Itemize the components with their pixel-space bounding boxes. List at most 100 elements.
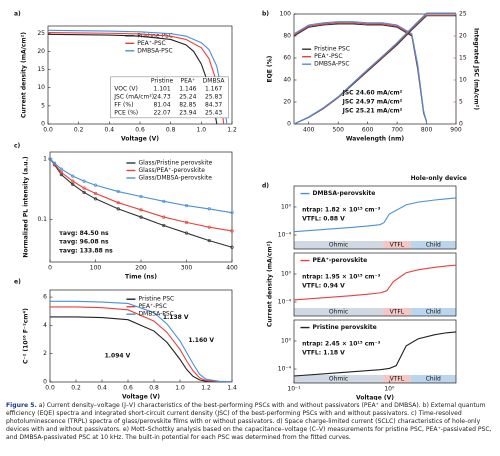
y2-tick-label: 25 bbox=[459, 11, 467, 18]
panel-label: a) bbox=[14, 11, 21, 18]
series-marker bbox=[162, 223, 166, 228]
table-cell: JSC (mA/cm²) bbox=[113, 93, 154, 100]
y-axis-label: Normalized PL intensity (a.u.) bbox=[23, 156, 30, 257]
x-axis-label: Wavelength (nm) bbox=[346, 136, 405, 143]
legend-label: Glass/DMBSA-perovskite bbox=[138, 175, 212, 182]
table-cell: 1.101 bbox=[153, 85, 170, 92]
panel-label: c) bbox=[14, 143, 21, 150]
series-marker bbox=[162, 199, 166, 203]
annotation: JSC 25.21 mA/cm² bbox=[342, 107, 403, 114]
series-marker bbox=[139, 194, 143, 199]
series-marker bbox=[207, 207, 211, 211]
x-axis-label: Voltage (V) bbox=[122, 394, 160, 401]
series-marker bbox=[162, 215, 166, 219]
table-cell: 24.73 bbox=[153, 93, 170, 100]
legend-label: PEA⁺-perovskite bbox=[312, 257, 367, 264]
table-cell: 25.43 bbox=[205, 109, 222, 116]
series-marker bbox=[71, 182, 75, 187]
y-tick-label: 40 bbox=[283, 77, 291, 84]
series-line bbox=[293, 197, 457, 233]
region-band bbox=[294, 375, 384, 383]
region-label: Child bbox=[426, 376, 441, 383]
table-cell: 23.94 bbox=[179, 109, 196, 116]
series-marker bbox=[139, 208, 143, 212]
table-cell: 81.04 bbox=[153, 101, 170, 108]
y-tick-label: 0.1 bbox=[37, 216, 47, 223]
annotation: JSC 24.60 mA/cm² bbox=[342, 90, 403, 97]
y-tick-label: 2 bbox=[43, 350, 47, 357]
region-band bbox=[383, 375, 411, 383]
y-tick-label: 0 bbox=[41, 121, 45, 128]
x-tick-label: 0.2 bbox=[71, 385, 81, 392]
x-tick-label: 600 bbox=[362, 127, 374, 134]
series-marker bbox=[207, 239, 211, 243]
plot-frame bbox=[293, 319, 457, 384]
series-line bbox=[293, 264, 457, 301]
y-tick-label: 10⁰ bbox=[281, 338, 292, 345]
series-marker bbox=[184, 220, 189, 224]
series-marker bbox=[52, 161, 57, 165]
series-marker bbox=[116, 189, 120, 194]
annotation: τavg: 96.08 ns bbox=[59, 239, 109, 246]
region-band bbox=[410, 308, 456, 316]
region-band bbox=[294, 308, 384, 316]
x-tick-label: 100 bbox=[90, 265, 102, 272]
panel: Ohmic VTFL Child 10⁻¹ 10⁰ 10⁻⁴ 10⁰ Voltage (V) P… bbox=[278, 319, 457, 400]
legend-label: DMBSA-perovskite bbox=[312, 190, 375, 197]
plot-frame bbox=[293, 13, 457, 125]
series-marker bbox=[59, 170, 63, 174]
annotation: Hole-only device bbox=[411, 175, 467, 182]
series-marker bbox=[230, 245, 234, 249]
x-tick-label: 10⁰ bbox=[384, 386, 395, 393]
region-band bbox=[383, 241, 411, 249]
table-cell: 25.83 bbox=[205, 93, 222, 100]
table-cell: 1.167 bbox=[205, 85, 222, 92]
y-axis-label: C⁻² (10¹⁶ F⁻²cm⁴) bbox=[23, 308, 30, 364]
legend-label: Pristine PSC bbox=[314, 46, 350, 53]
y-tick-label: 15 bbox=[37, 66, 45, 73]
series-marker bbox=[82, 190, 86, 195]
table-header: DMBSA bbox=[203, 77, 226, 84]
y-tick-label: 100 bbox=[280, 11, 292, 18]
region-label: Child bbox=[426, 242, 441, 249]
y-tick-label: 1 bbox=[43, 155, 47, 162]
x-tick-label: 0.6 bbox=[123, 385, 133, 392]
table-cell: 22.07 bbox=[153, 109, 170, 116]
y-tick-label: 10 bbox=[37, 84, 45, 91]
series-marker bbox=[59, 167, 63, 171]
table-cell: 82.85 bbox=[179, 101, 196, 108]
x-tick-label: 400 bbox=[226, 265, 238, 272]
table-box bbox=[110, 76, 229, 119]
series-marker bbox=[71, 174, 75, 178]
caption-text: a) Current density–voltage (J–V) charact… bbox=[6, 402, 492, 441]
table-cell: 1.146 bbox=[179, 85, 196, 92]
series-marker bbox=[59, 173, 63, 177]
panel: 0 100 200 300 400 0.1 1 Time (ns) Normalized PL … bbox=[14, 143, 238, 281]
y-tick-label: 10⁻⁴ bbox=[278, 232, 292, 239]
panel: 400 500 600 700 800 9000204060801000510152025… bbox=[262, 11, 480, 143]
series-marker bbox=[207, 225, 211, 229]
panel-label: d) bbox=[262, 183, 269, 190]
x-tick-label: 800 bbox=[421, 127, 433, 134]
x-tick-label: 0.0 bbox=[43, 127, 53, 134]
x-tick-label: 300 bbox=[181, 265, 193, 272]
plot-frame bbox=[293, 185, 457, 250]
legend-label: DMBSA-PSC bbox=[137, 47, 172, 54]
series-marker bbox=[116, 201, 120, 205]
x-tick-label: 0.4 bbox=[105, 127, 115, 134]
legend-label: DMBSA-PSC bbox=[138, 311, 173, 318]
series-marker bbox=[93, 197, 98, 201]
x-tick-label: 0.2 bbox=[74, 127, 84, 134]
legend-label: Pristine PSC bbox=[137, 32, 173, 39]
series-line bbox=[50, 300, 233, 383]
region-band bbox=[383, 308, 411, 316]
y-tick-label: 0 bbox=[43, 379, 47, 386]
legend-label: Pristine PSC bbox=[138, 296, 174, 303]
caption: Figure 5. a) Current density–voltage (J–… bbox=[6, 402, 494, 442]
panel: Ohmic VTFL Child 10⁻⁴ 10⁰ PEA⁺-perovskite ntra… bbox=[278, 252, 457, 317]
annotation: τavg: 133.88 ns bbox=[59, 248, 113, 255]
table-header: PEA⁺ bbox=[180, 77, 195, 84]
y-tick-label: 4 bbox=[43, 322, 47, 329]
